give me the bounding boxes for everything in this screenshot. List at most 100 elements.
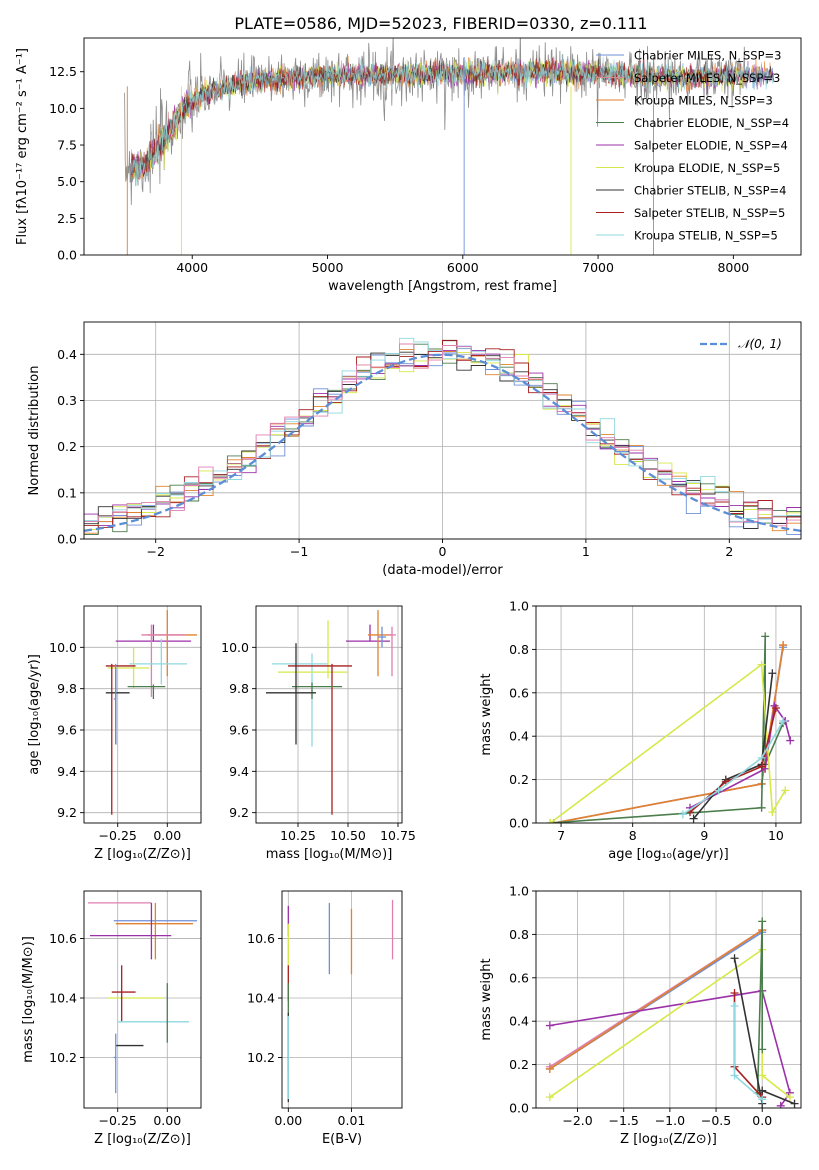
data-point-marker <box>730 988 739 997</box>
y-tick-label: 7.5 <box>57 138 77 153</box>
y-tick-label: 10.6 <box>247 931 275 946</box>
x-tick-label: −1 <box>290 544 308 559</box>
legend-entry: Salpeter ELODIE, N_SSP=4 <box>634 139 788 153</box>
y-tick-label: 0.0 <box>509 1101 529 1116</box>
data-point-marker <box>761 632 770 641</box>
mass_vs_ebv-x-axis-label: E(B-V) <box>322 1132 362 1147</box>
y-tick-label: 0.2 <box>509 1057 529 1072</box>
data-point-marker <box>730 1071 739 1080</box>
data-point-marker <box>781 786 790 795</box>
mass_vs_z-plot-area <box>87 902 198 1094</box>
legend-entry: Kroupa ELODIE, N_SSP=5 <box>634 161 780 175</box>
x-tick-label: 10.50 <box>330 828 366 843</box>
y-tick-label: 0.0 <box>509 816 529 831</box>
y-tick-label: 0.4 <box>57 347 77 362</box>
age_vs_mass-plot-area <box>266 610 396 815</box>
mass-weight-series-8 <box>682 720 784 815</box>
x-tick-label: 7000 <box>582 260 614 275</box>
model-spectrum-8 <box>130 54 774 187</box>
x-tick-label: 9 <box>700 828 708 843</box>
legend-entry: Chabrier MILES, N_SSP=3 <box>634 49 781 63</box>
x-tick-label: 8000 <box>717 260 749 275</box>
age_vs_mass-x-axis-label: mass [log₁₀(M/M⊙)] <box>266 847 393 862</box>
data-point-marker <box>779 641 788 650</box>
data-point-marker <box>790 1099 799 1108</box>
massweight_vs_z-panel: −2.0 −1.5 −1.0 −0.5 0.0 0.0 0.2 0.4 0.6 0.8 1.0 Z [… <box>479 884 802 1147</box>
figure-title: PLATE=0586, MJD=52023, FIBERID=0330, z=0… <box>234 14 647 33</box>
data-point-marker <box>776 1101 785 1108</box>
mass_vs_ebv-panel: 0.00 0.01 10.2 10.4 10.6 E(B-V) <box>247 890 403 1147</box>
x-tick-label: 2 <box>725 544 733 559</box>
x-tick-label: −2 <box>146 544 164 559</box>
x-tick-label: 0.00 <box>153 828 181 843</box>
mass_vs_z-panel: −0.25 0.00 10.2 10.4 10.6 Z [log₁₀(Z/Z⊙)] mass… <box>21 890 202 1147</box>
x-tick-label: −1.0 <box>655 1113 685 1128</box>
age_vs_z-y-axis-label: age [log₁₀(age/yr)] <box>27 654 42 775</box>
massweight_vs_age-y-axis-label: mass weight <box>479 673 494 755</box>
massweight_vs_age-panel: 7 8 9 10 0.0 0.2 0.4 0.6 0.8 1.0 age [log₁₀(age/yr… <box>479 599 802 862</box>
data-point-marker <box>758 1071 767 1080</box>
mass-weight-series-5 <box>549 663 786 823</box>
x-tick-label: 10.25 <box>280 828 316 843</box>
y-tick-label: 0.2 <box>57 439 77 454</box>
data-point-marker <box>730 1002 739 1011</box>
x-tick-label: 0 <box>439 544 447 559</box>
residuals-y-axis-label: Normed distribution <box>27 366 42 496</box>
spectrum-y-axis-label: Flux [fλ10⁻¹⁷ erg cm⁻² s⁻¹ A⁻¹] <box>15 48 30 245</box>
y-tick-label: 10.6 <box>49 931 77 946</box>
y-tick-label: 0.3 <box>57 393 77 408</box>
residuals-x-axis-label: (data-model)/error <box>382 563 503 578</box>
y-tick-label: 10.0 <box>49 101 77 116</box>
legend-entry: Kroupa MILES, N_SSP=3 <box>634 94 773 108</box>
mass_vs_ebv-axes-frame <box>281 890 403 1109</box>
massweight_vs_age-plot-area <box>546 632 795 823</box>
x-tick-label: 5000 <box>312 260 344 275</box>
legend-entry: Kroupa STELIB, N_SSP=5 <box>634 229 778 243</box>
mass_vs_z-y-axis-label: mass [log₁₀(M/M⊙)] <box>21 936 36 1063</box>
x-tick-label: 1 <box>582 544 590 559</box>
x-tick-label: 0.00 <box>274 1113 302 1128</box>
residuals-panel: 𝒩(0, 1) −2 −1 0 1 2 0.0 0.1 0.2 0.3 0.4 (data-model… <box>27 321 802 578</box>
data-point-marker <box>771 703 780 712</box>
y-tick-label: 0.4 <box>509 729 529 744</box>
y-tick-label: 10.2 <box>247 1050 275 1065</box>
legend-entry: Salpeter STELIB, N_SSP=5 <box>634 206 785 220</box>
spectrum-x-axis-label: wavelength [Angstrom, rest frame] <box>328 279 557 294</box>
age_vs_mass-axes-frame <box>255 605 403 824</box>
x-tick-label: 4000 <box>176 260 208 275</box>
data-point-marker <box>545 1064 554 1073</box>
x-tick-label: 6000 <box>447 260 479 275</box>
x-tick-label: −0.25 <box>99 828 137 843</box>
gaussian-overlay <box>84 353 801 533</box>
data-point-marker <box>546 819 555 823</box>
x-tick-label: 10.75 <box>380 828 416 843</box>
y-tick-label: 0.0 <box>57 248 77 263</box>
data-point-marker <box>545 1093 554 1102</box>
massweight_vs_z-axes-frame <box>535 890 802 1109</box>
y-tick-label: 9.6 <box>229 723 249 738</box>
age_vs_z-axes-frame <box>83 605 202 824</box>
data-point-marker <box>730 954 739 963</box>
residuals-plot-area <box>84 337 801 539</box>
x-tick-label: 0.0 <box>752 1113 772 1128</box>
mass-weight-series-2 <box>549 929 763 1070</box>
y-tick-label: 0.1 <box>57 485 77 500</box>
spectrum-plot-area <box>124 38 774 255</box>
data-point-marker <box>757 803 766 812</box>
model-spectrum-7 <box>130 57 748 179</box>
data-point-marker <box>714 786 723 795</box>
histogram-series-8 <box>84 343 801 539</box>
y-tick-label: 10.0 <box>49 640 77 655</box>
y-tick-label: 10.2 <box>49 1050 77 1065</box>
x-tick-label: −0.25 <box>99 1113 137 1128</box>
age_vs_mass-panel: 10.25 10.50 10.75 9.2 9.4 9.6 9.8 10.0 mass [log… <box>221 605 416 862</box>
mass_vs_z-axes-frame <box>83 890 202 1109</box>
y-tick-label: 9.8 <box>57 681 77 696</box>
data-point-marker <box>768 808 777 817</box>
data-point-marker <box>786 736 795 745</box>
x-tick-label: 8 <box>629 828 637 843</box>
data-point-marker <box>757 762 766 771</box>
y-tick-label: 0.4 <box>509 1014 529 1029</box>
y-tick-label: 9.4 <box>57 764 77 779</box>
age_vs_z-plot-area <box>105 610 198 815</box>
